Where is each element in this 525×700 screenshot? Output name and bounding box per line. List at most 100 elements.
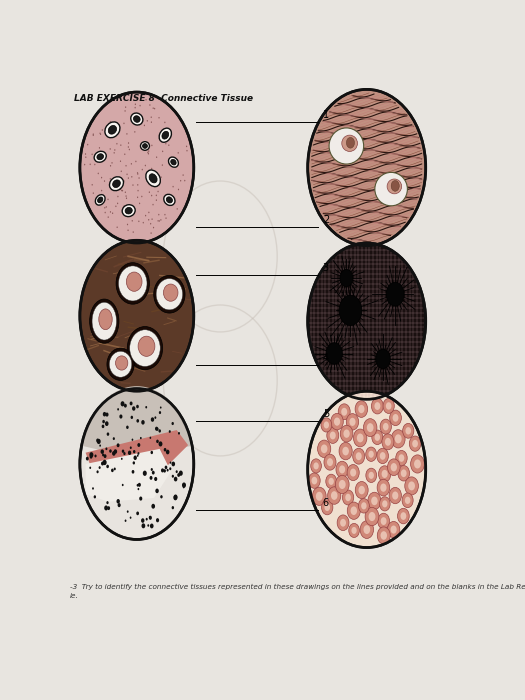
Circle shape — [91, 184, 93, 186]
Circle shape — [392, 491, 398, 500]
Ellipse shape — [156, 279, 183, 310]
Circle shape — [101, 177, 102, 178]
Circle shape — [141, 420, 145, 425]
Circle shape — [120, 188, 121, 190]
Circle shape — [365, 508, 379, 526]
Circle shape — [92, 487, 94, 490]
Circle shape — [331, 491, 338, 500]
Circle shape — [401, 512, 406, 520]
Circle shape — [118, 503, 121, 507]
Circle shape — [156, 518, 159, 522]
Circle shape — [387, 459, 400, 475]
Circle shape — [142, 169, 143, 170]
Circle shape — [110, 178, 111, 180]
Ellipse shape — [127, 326, 163, 370]
Circle shape — [393, 414, 398, 422]
Ellipse shape — [164, 195, 175, 205]
Circle shape — [100, 134, 101, 135]
Circle shape — [339, 466, 345, 473]
Ellipse shape — [149, 174, 157, 183]
Circle shape — [178, 189, 179, 190]
Circle shape — [117, 499, 120, 503]
Circle shape — [99, 444, 101, 447]
Circle shape — [123, 180, 124, 182]
Circle shape — [311, 458, 321, 473]
Circle shape — [178, 432, 180, 435]
Circle shape — [124, 110, 125, 112]
Circle shape — [380, 484, 386, 492]
Circle shape — [140, 121, 142, 122]
Circle shape — [107, 506, 110, 510]
Circle shape — [93, 495, 96, 498]
Ellipse shape — [163, 284, 178, 301]
Circle shape — [372, 398, 383, 414]
Circle shape — [342, 447, 349, 456]
Circle shape — [145, 518, 148, 521]
Circle shape — [141, 518, 144, 523]
Circle shape — [123, 452, 125, 455]
Circle shape — [351, 527, 356, 534]
Circle shape — [172, 422, 174, 425]
Circle shape — [149, 516, 152, 520]
Circle shape — [385, 438, 391, 446]
Circle shape — [121, 401, 124, 407]
Circle shape — [100, 449, 104, 454]
Circle shape — [138, 452, 140, 455]
Ellipse shape — [98, 197, 103, 203]
Circle shape — [324, 421, 329, 428]
Circle shape — [184, 180, 185, 181]
Circle shape — [170, 461, 171, 463]
Ellipse shape — [116, 262, 150, 304]
Circle shape — [353, 448, 365, 464]
Circle shape — [308, 90, 426, 246]
Circle shape — [151, 504, 155, 509]
Circle shape — [309, 473, 320, 489]
Circle shape — [117, 143, 118, 144]
Circle shape — [147, 174, 148, 176]
Circle shape — [402, 493, 413, 507]
Circle shape — [160, 407, 162, 409]
Circle shape — [166, 449, 170, 454]
Circle shape — [405, 497, 411, 504]
Circle shape — [155, 427, 158, 430]
Circle shape — [374, 433, 380, 441]
Ellipse shape — [96, 195, 105, 205]
Circle shape — [103, 454, 107, 458]
Ellipse shape — [146, 170, 160, 187]
Circle shape — [353, 429, 367, 447]
Circle shape — [125, 211, 127, 213]
Circle shape — [172, 506, 174, 510]
Circle shape — [380, 452, 385, 460]
Circle shape — [367, 423, 374, 432]
Circle shape — [114, 468, 116, 470]
Circle shape — [313, 463, 319, 470]
Circle shape — [380, 419, 392, 434]
Circle shape — [102, 130, 103, 131]
Text: -3  Try to identify the connective tissues represented in these drawings on the : -3 Try to identify the connective tissue… — [70, 584, 525, 590]
Circle shape — [405, 477, 418, 495]
Circle shape — [107, 433, 109, 436]
Circle shape — [390, 410, 402, 426]
Circle shape — [339, 442, 352, 460]
Circle shape — [369, 512, 375, 521]
Circle shape — [391, 526, 397, 533]
Circle shape — [138, 190, 139, 191]
Circle shape — [98, 173, 99, 174]
Circle shape — [149, 191, 150, 193]
Circle shape — [165, 466, 167, 469]
Circle shape — [85, 153, 86, 155]
Circle shape — [156, 195, 157, 196]
Circle shape — [129, 148, 130, 150]
Circle shape — [322, 500, 333, 514]
Circle shape — [158, 190, 159, 192]
Circle shape — [114, 449, 117, 454]
Circle shape — [321, 418, 332, 432]
Circle shape — [150, 437, 151, 439]
Circle shape — [111, 468, 114, 472]
Circle shape — [105, 421, 109, 426]
Circle shape — [174, 494, 177, 499]
Circle shape — [162, 164, 163, 166]
Circle shape — [119, 414, 122, 419]
Circle shape — [117, 124, 118, 126]
Circle shape — [405, 427, 411, 435]
